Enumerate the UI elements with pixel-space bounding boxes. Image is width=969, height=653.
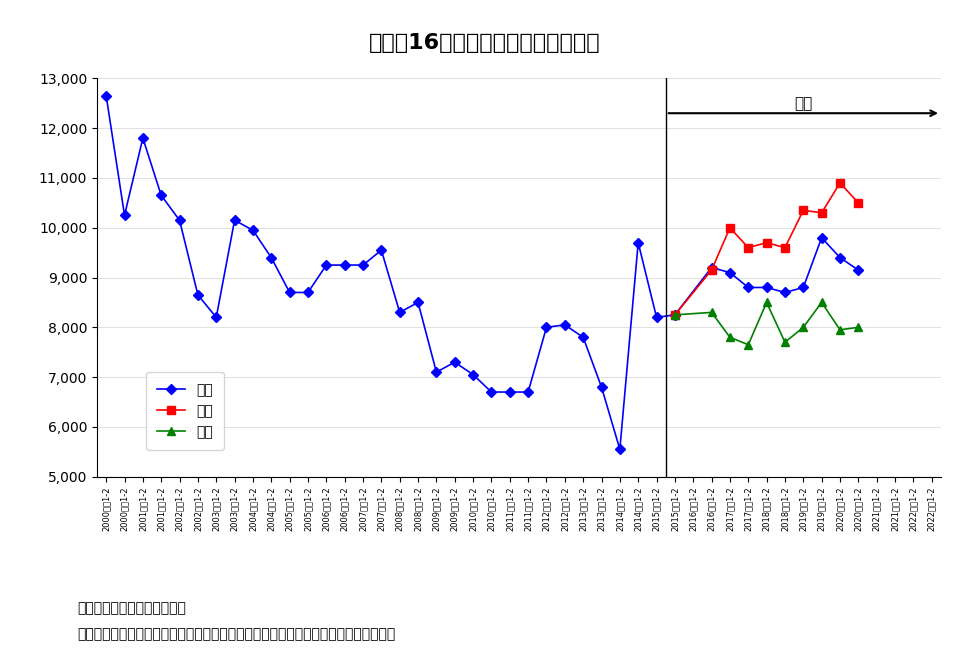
Legend: 標準, 楽観, 悲観: 標準, 楽観, 悲観	[146, 372, 224, 450]
Text: （出所）「オフィスレント・インデックス」を基にニッセイ基礎研究所が作成・推計: （出所）「オフィスレント・インデックス」を基にニッセイ基礎研究所が作成・推計	[78, 627, 395, 641]
Text: 予測: 予測	[794, 96, 812, 111]
Text: （注）各年下期の賃料を記載: （注）各年下期の賃料を記載	[78, 601, 186, 614]
Text: 図表－16　福岡オフィス賃料見通し: 図表－16 福岡オフィス賃料見通し	[369, 33, 600, 53]
